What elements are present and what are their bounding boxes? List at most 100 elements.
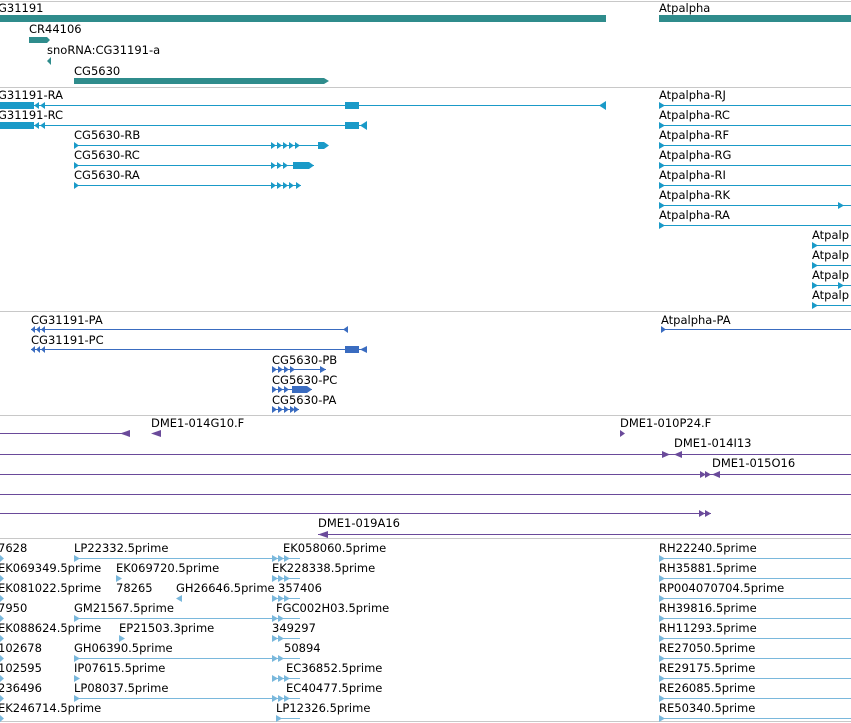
est-label: 50894 — [284, 641, 321, 655]
est-label: 102678 — [0, 641, 42, 655]
est-feature[interactable]: 349297 — [272, 621, 316, 642]
transcript-feature[interactable]: Atpalp — [812, 268, 851, 289]
protein-feature[interactable]: Atpalpha-PA — [661, 313, 851, 333]
est-feature[interactable]: GM21567.5prime — [74, 601, 300, 622]
est-feature[interactable]: RE29175.5prime — [659, 661, 851, 682]
est-feature[interactable]: EC36852.5prime — [272, 661, 382, 682]
est-feature[interactable]: 50894 — [284, 641, 321, 655]
est-feature[interactable]: RP004070704.5prime — [659, 581, 851, 602]
clone-feature[interactable]: DME1-019A16 — [318, 516, 851, 538]
clone-label: DME1-019A16 — [318, 516, 400, 530]
est-feature[interactable]: RH22240.5prime — [659, 541, 851, 562]
gene-label: G31191 — [0, 1, 44, 15]
est-feature[interactable]: EK081022.5prime — [0, 581, 101, 602]
est-feature[interactable]: RE27050.5prime — [659, 641, 851, 662]
gene-label: CR44106 — [29, 22, 82, 36]
est-label: EK088624.5prime — [0, 621, 101, 635]
transcript-feature[interactable]: CG5630-RB — [74, 128, 329, 149]
est-label: RH11293.5prime — [659, 621, 757, 635]
est-feature[interactable]: GH26646.5prime — [176, 581, 275, 602]
est-feature[interactable]: EK228338.5prime — [272, 561, 375, 582]
est-feature[interactable]: FGC002H03.5prime — [276, 601, 389, 615]
transcript-feature[interactable]: G31191-RA — [0, 88, 606, 110]
transcript-feature[interactable]: Atpalp — [812, 228, 851, 249]
est-feature[interactable]: EK088624.5prime — [0, 621, 101, 642]
est-track: 7628 LP22332.5prime EK058060.5prime RH22… — [0, 541, 851, 722]
gene-feature[interactable]: G31191 — [0, 1, 606, 22]
est-feature[interactable]: LP08037.5prime — [74, 681, 300, 702]
gene-label: snoRNA:CG31191-a — [47, 43, 160, 57]
protein-feature[interactable]: CG5630-PA — [272, 393, 337, 413]
est-feature[interactable]: IP07615.5prime — [74, 661, 165, 682]
gene-track: G31191 Atpalpha CR44106 snoRNA:CG31191-a… — [0, 1, 851, 84]
gene-feature[interactable]: CG5630 — [74, 64, 329, 84]
clone-feature[interactable]: DME1-015O16 — [0, 456, 851, 478]
est-feature[interactable]: RE26085.5prime — [659, 681, 851, 702]
est-feature[interactable]: RH39816.5prime — [659, 601, 851, 622]
protein-feature[interactable]: CG31191-PC — [31, 333, 367, 353]
protein-label: Atpalpha-PA — [661, 313, 731, 327]
clone-label: DME1-014G10.F — [151, 416, 244, 430]
protein-label: CG5630-PC — [272, 373, 337, 387]
est-label: LP12326.5prime — [276, 701, 370, 715]
clone-feature[interactable] — [0, 430, 130, 437]
transcript-feature[interactable]: Atpalpha-RF — [659, 128, 851, 149]
est-feature[interactable]: RE50340.5prime — [659, 701, 851, 722]
est-feature[interactable]: 236496 — [0, 681, 42, 702]
clone-feature[interactable] — [0, 510, 711, 517]
transcript-feature[interactable]: G31191-RC — [0, 108, 367, 130]
transcript-feature[interactable]: Atpalpha-RI — [659, 168, 851, 189]
transcript-feature[interactable]: Atpalpha-RG — [659, 148, 851, 169]
transcript-feature[interactable]: Atpalp — [812, 248, 851, 269]
transcript-feature[interactable]: Atpalp — [812, 288, 851, 309]
est-label: RH22240.5prime — [659, 541, 757, 555]
transcript-label: Atpalpha-RG — [659, 148, 731, 162]
gene-feature[interactable]: Atpalpha — [659, 1, 851, 22]
est-feature[interactable]: EK069349.5prime — [0, 561, 101, 582]
clone-feature[interactable]: DME1-014I13 — [0, 436, 851, 458]
est-label: EK246714.5prime — [0, 701, 101, 715]
transcript-label: CG5630-RC — [74, 148, 140, 162]
transcript-feature[interactable]: Atpalpha-RK — [659, 188, 851, 209]
est-label: EK228338.5prime — [272, 561, 375, 575]
est-feature[interactable]: 357406 — [272, 581, 322, 602]
protein-feature[interactable]: CG31191-PA — [31, 313, 348, 333]
est-label: GH06390.5prime — [74, 641, 173, 655]
protein-feature[interactable]: CG5630-PB — [272, 353, 337, 373]
est-feature[interactable]: RH35881.5prime — [659, 561, 851, 582]
est-label: 102595 — [0, 661, 42, 675]
gene-label: CG5630 — [74, 64, 120, 78]
protein-feature[interactable]: CG5630-PC — [272, 373, 337, 393]
transcript-feature[interactable]: CG5630-RA — [74, 168, 301, 189]
est-feature[interactable]: EK246714.5prime — [0, 701, 101, 722]
transcript-label: CG5630-RA — [74, 168, 140, 182]
est-label: 349297 — [272, 621, 316, 635]
transcript-label: Atpalp — [812, 288, 849, 302]
est-feature[interactable]: EC40477.5prime — [286, 681, 382, 695]
transcript-label: Atpalpha-RA — [659, 208, 730, 222]
est-feature[interactable]: EK058060.5prime — [283, 541, 386, 555]
transcript-feature[interactable]: Atpalpha-RA — [659, 208, 851, 229]
est-feature[interactable]: GH06390.5prime — [74, 641, 300, 662]
transcript-feature[interactable]: Atpalpha-RC — [659, 108, 851, 129]
transcript-feature[interactable]: CG5630-RC — [74, 148, 314, 169]
gene-feature[interactable]: CR44106 — [29, 22, 82, 43]
clone-feature[interactable]: DME1-014G10.F — [151, 416, 244, 437]
est-feature[interactable]: EP21503.3prime — [119, 621, 214, 642]
est-feature[interactable]: 7628 — [0, 541, 27, 562]
transcript-feature[interactable]: Atpalpha-RJ — [659, 88, 851, 109]
est-feature[interactable]: 102595 — [0, 661, 42, 682]
est-feature[interactable]: 7950 — [0, 601, 27, 622]
est-label: EK058060.5prime — [283, 541, 386, 555]
est-feature[interactable]: LP22332.5prime — [74, 541, 300, 562]
gene-feature[interactable]: snoRNA:CG31191-a — [47, 43, 160, 65]
transcript-label: Atpalpha-RI — [659, 168, 726, 182]
est-feature[interactable]: RH11293.5prime — [659, 621, 851, 642]
est-feature[interactable]: 102678 — [0, 641, 42, 662]
clone-feature[interactable]: DME1-010P24.F — [620, 416, 711, 437]
est-feature[interactable]: LP12326.5prime — [276, 701, 370, 722]
protein-label: CG31191-PA — [31, 313, 103, 327]
est-feature[interactable]: 78265 — [116, 581, 153, 595]
est-feature[interactable]: EK069720.5prime — [116, 561, 219, 582]
